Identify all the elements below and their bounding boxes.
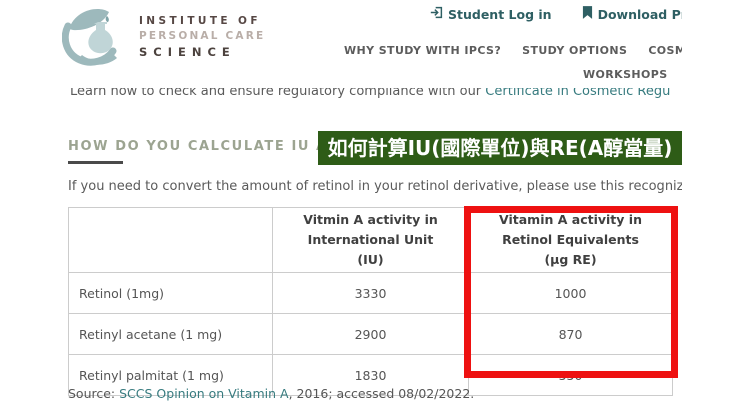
header-re-line1: Vitamin A activity in Retinol Equivalent… (499, 212, 642, 247)
header-iu-line1: Vitmin A activity in International Unit (303, 212, 438, 247)
table-row: Retinyl acetane (1 mg) 2900 870 (68, 313, 673, 355)
nav-item-cosmetic-science[interactable]: COSMETIC SCIENCE (648, 44, 682, 57)
sccs-opinion-link[interactable]: SCCS Opinion on Vitamin A (119, 386, 289, 401)
nav-item-study-options[interactable]: STUDY OPTIONS (522, 44, 627, 57)
header-iu-line2: (IU) (357, 252, 384, 267)
nav-why-study-label: WHY STUDY WITH IPCS? (344, 44, 502, 57)
brand-line-institute-of: INSTITUTE OF (139, 15, 261, 27)
student-login-link[interactable]: Student Log in (430, 6, 552, 22)
intro-paragraph-clip: Learn how to check and ensure regulatory… (70, 88, 670, 104)
retinol-iu-value: 3330 (272, 272, 469, 314)
source-line: Source: SCCS Opinion on Vitamin A, 2016;… (68, 386, 474, 401)
intro-paragraph: Learn how to check and ensure regulatory… (70, 88, 670, 99)
certificate-regulatory-essentials-link[interactable]: Certificate in Cosmetic Regulatory Essen… (485, 88, 670, 99)
download-prospectus-label: Download Prospectu (597, 6, 682, 22)
nav-cosmetic-science-label: COSMETIC SCIENCE (648, 44, 682, 57)
retinyl-acetate-re-value: 870 (468, 313, 673, 355)
brand-line-science: SCIENCE (139, 45, 236, 59)
heading-translation-overlay: 如何計算IU(國際單位)與RE(A醇當量) (318, 131, 682, 165)
header-iu-cell: Vitmin A activity in International Unit (… (272, 207, 469, 273)
flask-leaf-logo-icon (61, 4, 128, 66)
retinyl-palmitate-iu-value: 1830 (272, 354, 469, 396)
source-text-end: , 2016; accessed 08/02/2022. (288, 386, 475, 401)
bookmark-icon (582, 6, 593, 22)
main-nav-row2: WORKSHOPS BOOI (583, 68, 682, 81)
main-nav-row1: WHY STUDY WITH IPCS? STUDY OPTIONS COSME… (344, 44, 682, 57)
page-container: INSTITUTE OF PERSONAL CARE SCIENCE Stude… (61, 4, 682, 401)
section-description: If you need to convert the amount of ret… (68, 179, 682, 194)
nav-item-workshops[interactable]: WORKSHOPS (583, 68, 668, 81)
retinyl-acetate-iu-value: 2900 (272, 313, 469, 355)
header-re-line2: (μg RE) (544, 252, 597, 267)
student-login-label: Student Log in (448, 6, 552, 22)
nav-study-options-label: STUDY OPTIONS (522, 44, 628, 57)
nav-item-why-study[interactable]: WHY STUDY WITH IPCS? (344, 44, 501, 57)
brand-logo[interactable]: INSTITUTE OF PERSONAL CARE SCIENCE (61, 4, 265, 66)
header-re-cell: Vitamin A activity in Retinol Equivalent… (468, 207, 673, 273)
heading-underline (68, 161, 123, 164)
header-empty-cell (68, 207, 273, 273)
utility-links: Student Log in Download Prospectu (430, 6, 682, 22)
table-row: Retinol (1mg) 3330 1000 (68, 272, 673, 314)
retinol-conversion-table: Vitmin A activity in International Unit (… (68, 207, 673, 396)
brand-line-personal-care: PERSONAL CARE (139, 30, 266, 42)
nav-workshops-label: WORKSHOPS (583, 68, 668, 81)
download-prospectus-link[interactable]: Download Prospectu (582, 6, 682, 22)
retinol-re-value: 1000 (468, 272, 673, 314)
row-label-retinyl-acetate: Retinyl acetane (1 mg) (68, 313, 273, 355)
section-heading: HOW DO YOU CALCULATE IU AND RE? (68, 139, 391, 154)
row-label-retinyl-palmitate: Retinyl palmitat (1 mg) (68, 354, 273, 396)
login-icon (430, 6, 443, 22)
table-header-row: Vitmin A activity in International Unit (… (68, 207, 673, 273)
source-text: Source: (68, 386, 120, 401)
retinyl-palmitate-re-value: 550 (468, 354, 673, 396)
intro-text: Learn how to check and ensure regulatory… (70, 88, 486, 99)
brand-wordmark: INSTITUTE OF PERSONAL CARE SCIENCE (139, 4, 265, 60)
row-label-retinol: Retinol (1mg) (68, 272, 273, 314)
